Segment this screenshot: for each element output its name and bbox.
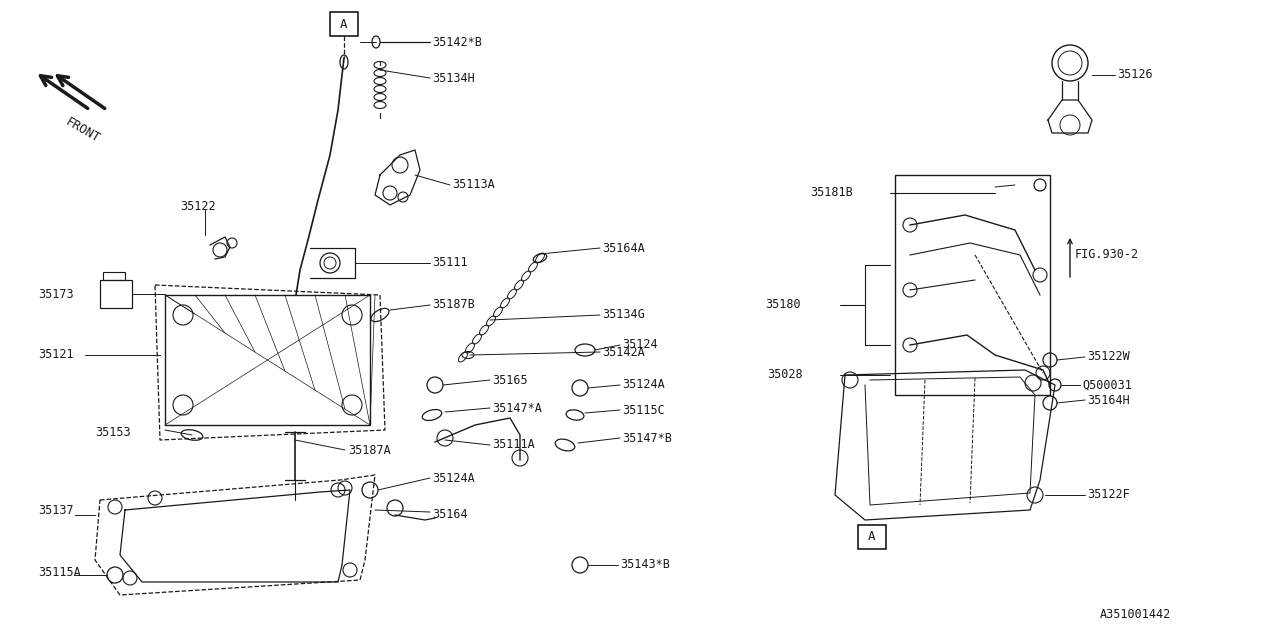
Text: 35115A: 35115A xyxy=(38,566,81,579)
Text: 35164: 35164 xyxy=(433,509,467,522)
Text: 35122W: 35122W xyxy=(1087,351,1130,364)
Text: 35124A: 35124A xyxy=(433,472,475,484)
Text: 35164H: 35164H xyxy=(1087,394,1130,406)
Text: 35124: 35124 xyxy=(622,339,658,351)
Text: 35187A: 35187A xyxy=(348,444,390,456)
Text: 35134H: 35134H xyxy=(433,72,475,84)
Text: 35143*B: 35143*B xyxy=(620,559,669,572)
Text: 35142A: 35142A xyxy=(602,346,645,358)
Text: 35111A: 35111A xyxy=(492,438,535,451)
Bar xyxy=(165,295,370,425)
Text: A: A xyxy=(340,17,348,31)
Text: 35122: 35122 xyxy=(180,200,215,214)
Text: 35134G: 35134G xyxy=(602,308,645,321)
Text: 35111: 35111 xyxy=(433,257,467,269)
Text: 35115C: 35115C xyxy=(622,403,664,417)
Text: 35147*B: 35147*B xyxy=(622,431,672,445)
Text: 35028: 35028 xyxy=(767,369,803,381)
Bar xyxy=(330,12,358,36)
Text: 35124A: 35124A xyxy=(622,378,664,392)
Bar xyxy=(100,280,132,308)
Text: 35142*B: 35142*B xyxy=(433,35,481,49)
Text: 35153: 35153 xyxy=(95,426,131,440)
Bar xyxy=(895,175,1050,395)
Text: A351001442: A351001442 xyxy=(1100,609,1171,621)
Text: Q500031: Q500031 xyxy=(1082,378,1132,392)
Text: 35187B: 35187B xyxy=(433,298,475,312)
Text: 35137: 35137 xyxy=(38,504,74,516)
Text: FIG.930-2: FIG.930-2 xyxy=(1075,248,1139,262)
Text: 35147*A: 35147*A xyxy=(492,401,541,415)
Text: 35164A: 35164A xyxy=(602,241,645,255)
Bar xyxy=(858,525,886,549)
Text: 35180: 35180 xyxy=(765,298,800,312)
Text: 35165: 35165 xyxy=(492,374,527,387)
Text: 35173: 35173 xyxy=(38,287,74,301)
Text: 35113A: 35113A xyxy=(452,179,495,191)
Text: 35126: 35126 xyxy=(1117,68,1152,81)
Bar xyxy=(102,272,125,280)
Text: 35121: 35121 xyxy=(38,349,74,362)
Text: A: A xyxy=(868,531,876,543)
Text: FRONT: FRONT xyxy=(64,115,102,145)
Text: 35122F: 35122F xyxy=(1087,488,1130,502)
Text: 35181B: 35181B xyxy=(810,186,852,200)
